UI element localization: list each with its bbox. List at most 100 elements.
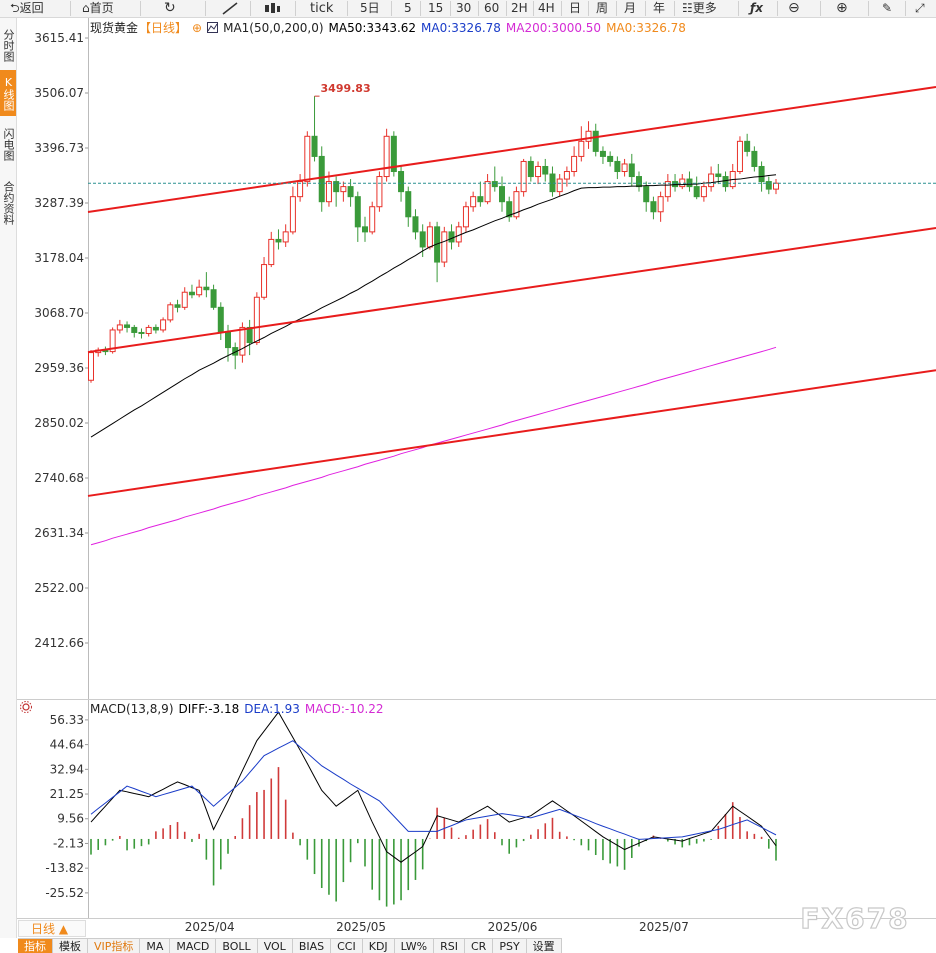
candle-body [708, 173, 715, 188]
candle-body [470, 196, 477, 208]
candles [90, 96, 777, 383]
chart-header: 现货黄金 【日线】 ⊕ MA1(50,0,200,0) MA50:3343.62… [90, 19, 686, 36]
indicator-tab[interactable]: 指标 [18, 939, 53, 953]
indicator-tab[interactable]: MACD [170, 939, 217, 953]
indicator-tab[interactable]: RSI [434, 939, 465, 953]
period-button[interactable]: 月 [624, 1, 637, 15]
candle-body [210, 289, 217, 308]
indicator-tab[interactable]: MA [140, 939, 171, 953]
indicator-tab[interactable]: VOL [258, 939, 293, 953]
candle-body [412, 216, 419, 233]
candle-body [614, 160, 621, 173]
chart-subtitle: 【日线】 [139, 21, 188, 35]
candle-body [188, 291, 195, 296]
separator [533, 1, 534, 16]
back-button[interactable]: ⮌返回 [10, 1, 44, 15]
moving-average-line [90, 346, 777, 546]
icon-shape [271, 3, 275, 13]
separator [347, 1, 348, 16]
period-button[interactable]: tick [310, 1, 334, 16]
refresh-button[interactable]: ↻ [164, 0, 176, 16]
separator [506, 1, 507, 16]
period-button[interactable]: 5 [404, 1, 412, 15]
candle-body [376, 176, 383, 208]
expand-button[interactable]: ⤢ [915, 1, 925, 15]
indicator-tab[interactable]: 设置 [527, 939, 562, 953]
candle-body [650, 201, 657, 213]
candle-body [700, 186, 707, 198]
macd-settings-icon[interactable] [20, 701, 32, 713]
side-tab[interactable]: 闪电图 [2, 127, 15, 161]
separator [478, 1, 479, 16]
candle-body [124, 324, 131, 328]
separator [140, 1, 141, 16]
period-button[interactable]: 60 [484, 1, 500, 15]
period-button[interactable]: 30 [456, 1, 472, 15]
y-tick-label: 2631.34 [34, 526, 84, 540]
home-button[interactable]: ⌂首页 [82, 1, 114, 15]
zoom-out-button[interactable]: ⊖ [788, 0, 800, 16]
candle-body [405, 191, 412, 218]
indicator-tab[interactable]: CR [465, 939, 494, 953]
y-tick-label: 3287.39 [34, 196, 84, 210]
indicator-tab[interactable]: KDJ [363, 939, 395, 953]
period-button[interactable]: 日 [569, 1, 582, 15]
x-tick-label: 2025/04 [185, 920, 235, 934]
zoom-in-button[interactable]: ⊕ [836, 0, 848, 16]
macd-header: MACD(13,8,9) DIFF:-3.18 DEA:1.93 MACD:-10.… [90, 702, 384, 716]
side-tab[interactable]: 分时图 [2, 28, 15, 62]
candle-body [88, 352, 94, 381]
candle-body [426, 226, 433, 248]
period-button[interactable]: 5日 [360, 1, 380, 15]
candle-body [131, 326, 138, 333]
candle-body [145, 326, 152, 334]
indicator-tab[interactable]: LW% [395, 939, 435, 953]
add-button[interactable]: ⊕ [192, 20, 203, 35]
period-button[interactable]: 15 [428, 1, 444, 15]
indicator-tab[interactable]: BIAS [293, 939, 332, 953]
indicator-tab[interactable]: PSY [493, 939, 527, 953]
icon-shape [20, 701, 32, 713]
candle-body [693, 186, 700, 198]
period-button[interactable]: 4H [538, 1, 555, 15]
candle-body [246, 326, 253, 344]
candle-body [340, 186, 347, 193]
separator [674, 1, 675, 16]
indicator-tab[interactable]: VIP指标 [88, 939, 141, 953]
x-tick-label: 2025/06 [488, 920, 538, 934]
side-tab[interactable]: 合约资料 [2, 181, 15, 225]
candle-body [672, 181, 679, 188]
candle-body [181, 291, 188, 308]
candle-body [448, 231, 455, 243]
candle-body [571, 155, 578, 173]
candle-body [109, 329, 116, 353]
candle-body [628, 163, 635, 178]
more-button[interactable]: ☷更多 [682, 1, 717, 15]
legend-entry: DEA:1.93 [244, 702, 300, 716]
side-tab-active[interactable]: K线图 [0, 70, 16, 116]
indicator-icon [207, 22, 219, 33]
pen-button[interactable]: ✎ [882, 1, 893, 15]
y-tick-label: 2522.00 [34, 581, 84, 595]
candle-body [297, 181, 304, 198]
candle-body [643, 186, 650, 203]
indicator-tab[interactable]: BOLL [216, 939, 258, 953]
formula-button[interactable]: ƒx [750, 1, 763, 15]
candle-body [239, 326, 246, 356]
candle-type-button[interactable] [263, 2, 281, 19]
period-button[interactable]: 2H [511, 1, 528, 15]
period-selector[interactable]: 日线 ▲ [18, 920, 86, 937]
indicator-tab[interactable]: 模板 [53, 939, 88, 953]
candle-body [383, 135, 390, 178]
candle-body [289, 196, 296, 233]
period-button[interactable]: 周 [596, 1, 609, 15]
separator [905, 1, 906, 16]
candle-body [527, 160, 534, 178]
candle-body [499, 186, 505, 203]
candle-body [535, 165, 542, 178]
draw-line-button[interactable] [222, 2, 238, 19]
candle-body [354, 196, 361, 228]
period-button[interactable]: 年 [653, 1, 666, 15]
period-selector-label: 日线 [31, 922, 56, 936]
indicator-tab[interactable]: CCI [331, 939, 363, 953]
